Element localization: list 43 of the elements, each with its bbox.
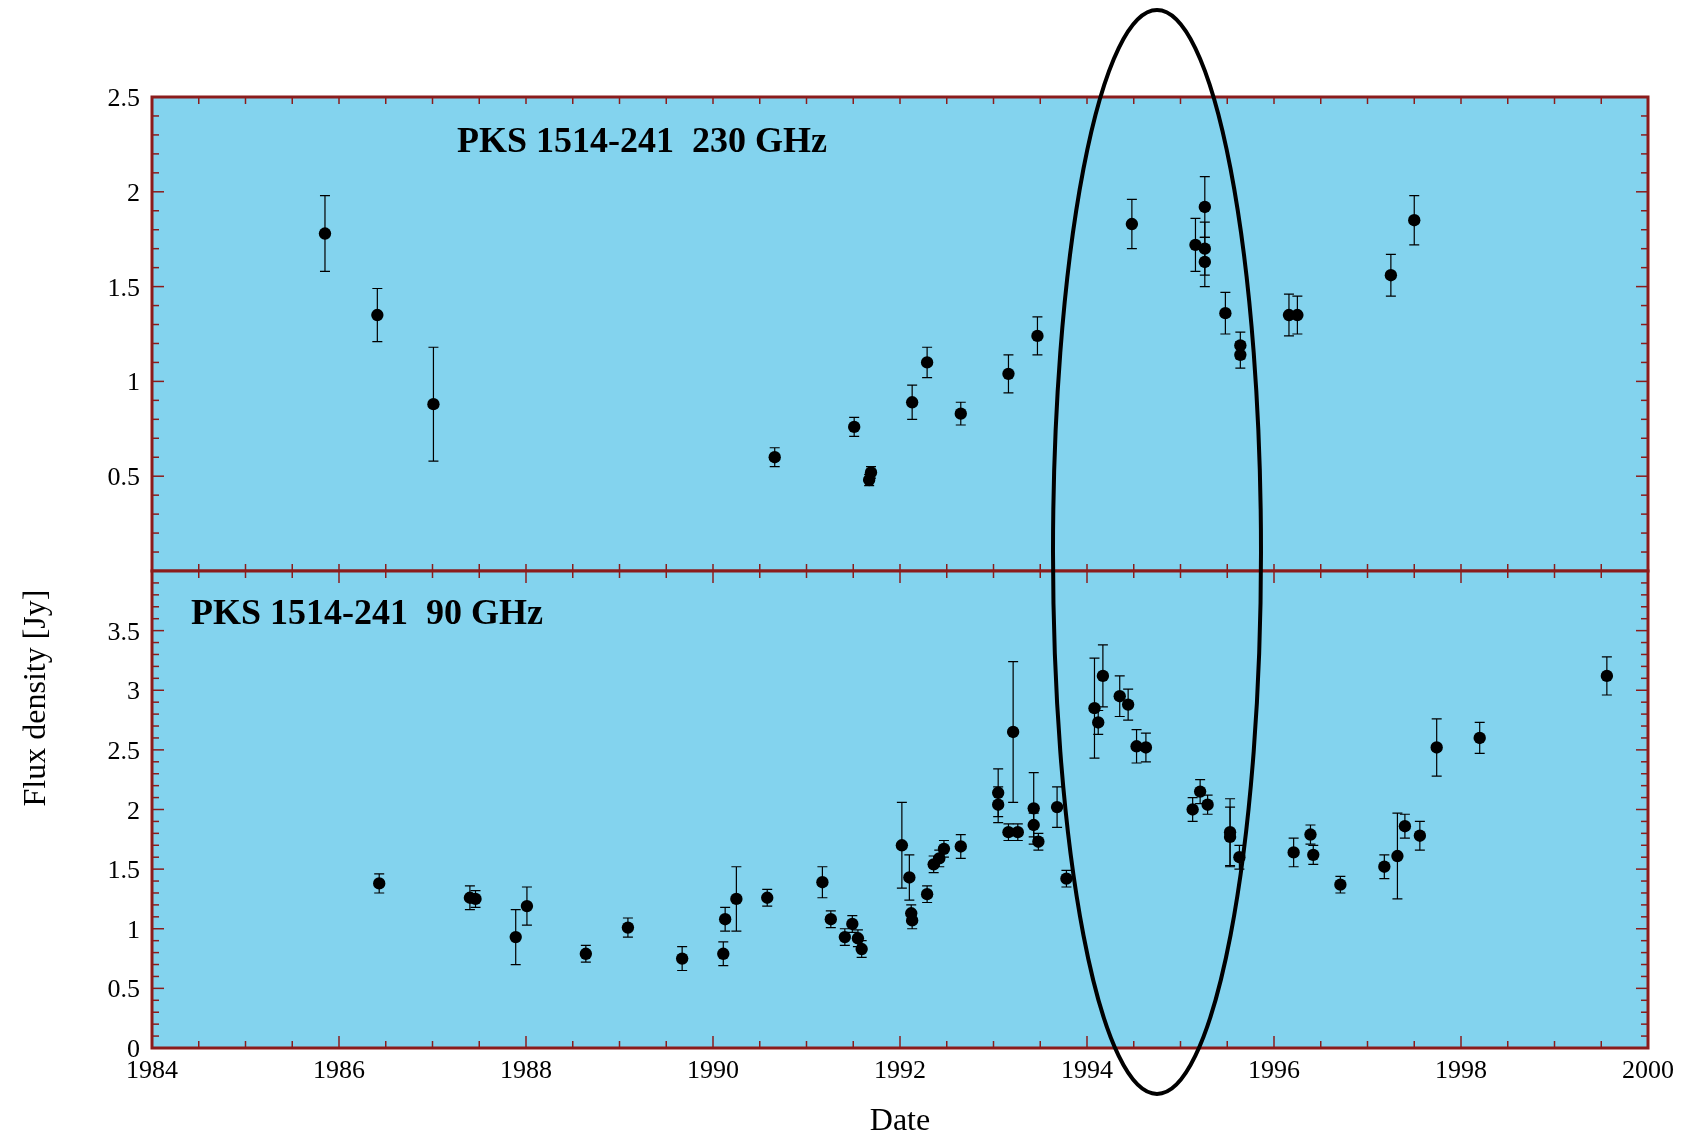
y-tick-label: 2.5 [107,83,140,112]
x-tick-label: 1998 [1435,1055,1487,1084]
x-tick-label: 1986 [313,1055,365,1084]
text: PKS 1514-241 90 GHz [191,592,544,632]
y-tick-label: 2 [127,177,140,207]
x-tick-label: 1990 [687,1055,739,1084]
point [1291,308,1304,322]
y-tick-label: 3.5 [107,616,140,646]
point [954,407,967,420]
y-axis-title: Flux density [Jy] [16,589,52,807]
point [318,227,332,240]
point [768,451,781,464]
point [1219,306,1232,320]
text: PKS 1514-241 230 GHz [457,120,828,160]
point [1384,269,1398,282]
point [1198,255,1211,269]
y-tick-label: 2.5 [107,735,140,765]
y-tick-label: 0.5 [107,462,140,492]
x-axis-title: Date [869,1101,931,1137]
x-tick-label: 1988 [500,1055,552,1084]
point [1125,217,1139,231]
x-tick-label: 1992 [874,1055,926,1084]
point [905,396,919,409]
x-tick-label: 1994 [1061,1055,1113,1084]
point [1002,367,1015,380]
x-tick-label: 1996 [1248,1055,1300,1084]
y-tick-label: 1 [127,914,140,944]
y-tick-label: 2 [127,795,140,825]
x-tick-label: 2000 [1622,1055,1674,1084]
point [1031,329,1044,343]
point [920,356,934,369]
point [1198,200,1211,214]
y-tick-label: 3 [127,676,140,706]
point [1234,348,1247,362]
point [427,397,440,411]
y-tick-label: 0.5 [107,974,140,1004]
y-tick-label: 1.5 [107,855,140,885]
y-tick-label: 1.5 [107,272,140,302]
point [848,420,861,434]
y-tick-label: 1 [127,367,140,397]
point [1408,214,1421,227]
point [1198,242,1211,255]
point [371,308,384,322]
